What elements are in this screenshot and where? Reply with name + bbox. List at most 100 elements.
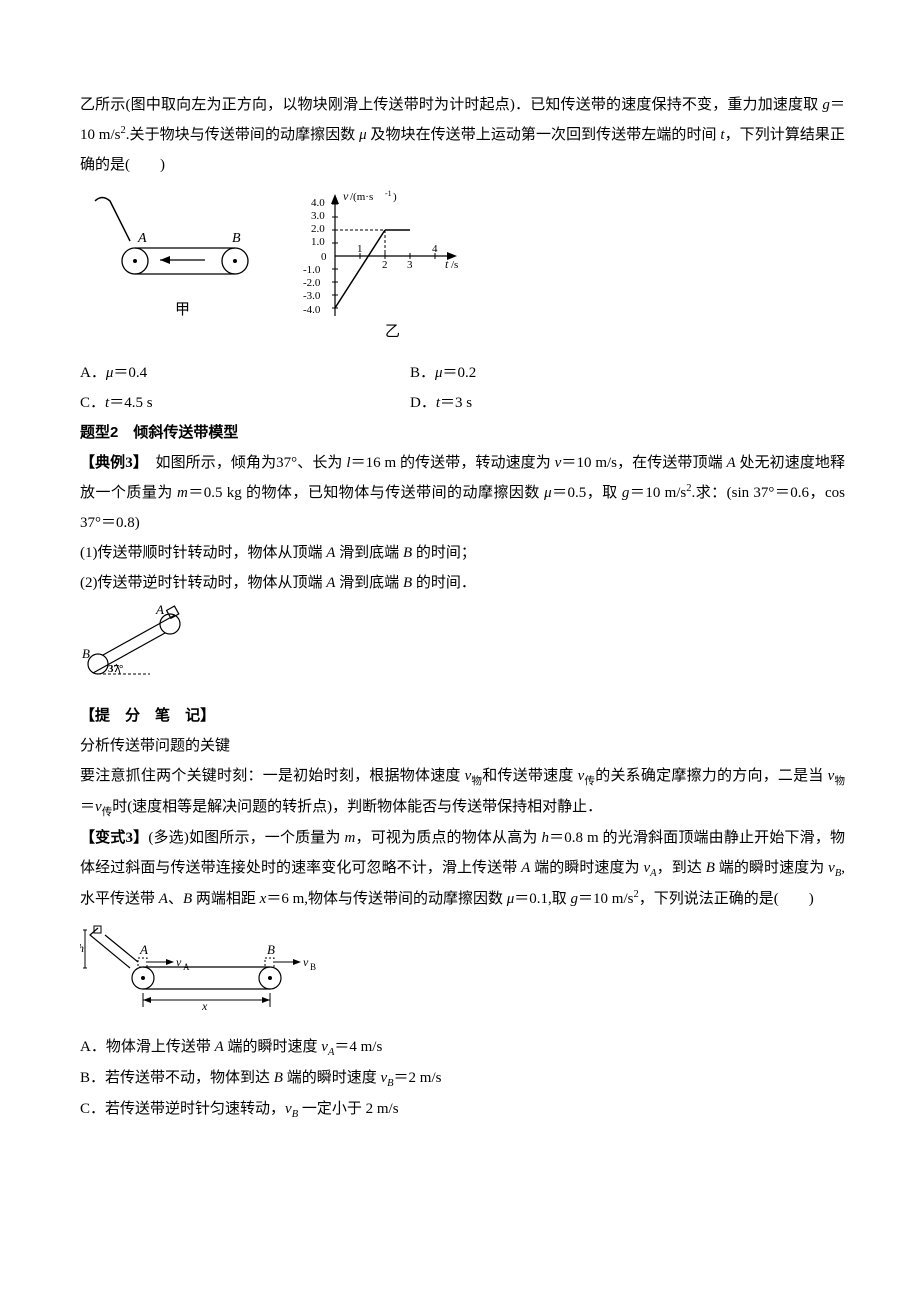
var3-p: 【变式3】(多选)如图所示，一个质量为 m，可视为质点的物体从高为 h＝0.8 … bbox=[80, 823, 845, 914]
o2c2: v bbox=[285, 1101, 292, 1117]
svg-text:-2.0: -2.0 bbox=[303, 277, 321, 289]
tifen-tag: 【提 分 笔 记】 bbox=[80, 701, 845, 731]
svg-text:3.0: 3.0 bbox=[311, 210, 325, 222]
tft2: 分 笔 bbox=[125, 708, 170, 724]
svg-text:B: B bbox=[232, 231, 241, 246]
svg-text:-1: -1 bbox=[385, 189, 392, 198]
diagram-yi: 4.0 3.0 2.0 1.0 0 -1.0 -2.0 -3.0 -4.0 1 … bbox=[285, 186, 475, 352]
e1: 如图所示，倾角为37°、长为 bbox=[140, 455, 346, 471]
tb7: 的关系确定摩擦力的方向，二是当 bbox=[595, 768, 827, 784]
v1: (多选)如图所示，一个质量为 bbox=[148, 830, 344, 846]
v23: g bbox=[571, 891, 579, 907]
q1d: B bbox=[403, 545, 412, 561]
section-title-2: 题型2 倾斜传送带模型 bbox=[80, 418, 845, 448]
o2a4: v bbox=[321, 1039, 328, 1055]
figure-horizontal: h A B vA vB x bbox=[80, 920, 845, 1026]
e3: ＝16 m 的传送带，转动速度为 bbox=[351, 455, 555, 471]
v20: ＝6 m,物体与传送带间的动摩擦因数 bbox=[266, 891, 506, 907]
v17: B bbox=[183, 891, 192, 907]
oA3: ＝0.4 bbox=[113, 365, 147, 381]
svg-text:B: B bbox=[310, 962, 316, 972]
figure-incline: 37° A B bbox=[80, 604, 845, 695]
oC1: C． bbox=[80, 395, 105, 411]
e13: ＝10 m/s bbox=[629, 485, 686, 501]
svg-text:h: h bbox=[80, 941, 84, 955]
oC3: ＝4.5 s bbox=[109, 395, 152, 411]
tb1: 要注意抓住两个关键时刻：一是初始时刻，根据物体速度 bbox=[80, 768, 465, 784]
svg-text:1.0: 1.0 bbox=[311, 236, 325, 248]
intro-paragraph: 乙所示(图中取向左为正方向，以物块刚滑上传送带时为计时起点)．已知传送带的速度保… bbox=[80, 90, 845, 180]
q2e: 的时间． bbox=[412, 575, 476, 591]
tifen-title: 分析传送带问题的关键 bbox=[80, 731, 845, 761]
e10: μ bbox=[544, 485, 552, 501]
v3tag: 【变式3】 bbox=[80, 830, 148, 846]
tft1: 【提 bbox=[80, 708, 110, 724]
o2b6: ＝2 m/s bbox=[394, 1070, 442, 1086]
oA1: A． bbox=[80, 365, 106, 381]
svg-text:甲: 甲 bbox=[175, 302, 190, 318]
v6: A bbox=[521, 860, 530, 876]
svg-text:4.0: 4.0 bbox=[311, 197, 325, 209]
svg-text:A: A bbox=[139, 942, 148, 957]
ex3-tag: 【典例3】 bbox=[80, 455, 140, 471]
q2a: (2)传送带逆时针转动时，物体从顶端 bbox=[80, 575, 326, 591]
svg-text:-1.0: -1.0 bbox=[303, 264, 321, 276]
e6: A bbox=[727, 455, 736, 471]
svg-text:B: B bbox=[82, 646, 90, 661]
o2c1: C．若传送带逆时针匀速转动， bbox=[80, 1101, 285, 1117]
oD1: D． bbox=[410, 395, 436, 411]
p1c: .关于物块与传送带间的动摩擦因数 bbox=[126, 127, 359, 143]
e5: ＝10 m/s，在传送带顶端 bbox=[561, 455, 726, 471]
opt2-A: A．物体滑上传送带 A 端的瞬时速度 vA＝4 m/s bbox=[80, 1032, 845, 1063]
e8: m bbox=[177, 485, 188, 501]
options-row-1: A．μ＝0.4 B．μ＝0.2 bbox=[80, 358, 845, 388]
v18: 两端相距 bbox=[192, 891, 260, 907]
v25: ，下列说法正确的是( ) bbox=[639, 891, 814, 907]
o2a3: 端的瞬时速度 bbox=[224, 1039, 322, 1055]
tb9: 物 bbox=[834, 776, 845, 787]
opt-B: B．μ＝0.2 bbox=[410, 358, 845, 388]
oB2: μ bbox=[435, 365, 443, 381]
sym-g: g bbox=[822, 97, 830, 113]
tifen-body: 要注意抓住两个关键时刻：一是初始时刻，根据物体速度 v物和传送带速度 v传的关系… bbox=[80, 761, 845, 823]
tb11: v bbox=[95, 799, 102, 815]
v3: ，可视为质点的物体从高为 bbox=[355, 830, 541, 846]
tb4: 和传送带速度 bbox=[482, 768, 577, 784]
svg-text:0: 0 bbox=[321, 251, 327, 263]
opt2-C: C．若传送带逆时针匀速转动，vB 一定小于 2 m/s bbox=[80, 1094, 845, 1125]
svg-text:v: v bbox=[176, 955, 182, 969]
svg-text:2: 2 bbox=[382, 259, 388, 271]
example3-p1: 【典例3】 如图所示，倾角为37°、长为 l＝16 m 的传送带，转动速度为 v… bbox=[80, 448, 845, 538]
q1c: 滑到底端 bbox=[335, 545, 403, 561]
tb3: 物 bbox=[471, 776, 482, 787]
svg-text:v: v bbox=[343, 189, 349, 203]
svg-text:3: 3 bbox=[407, 259, 413, 271]
tf1: 【提 分 笔 记】 bbox=[80, 708, 215, 724]
o2a2: A bbox=[215, 1039, 224, 1055]
svg-text:-3.0: -3.0 bbox=[303, 290, 321, 302]
q1e: 的时间； bbox=[412, 545, 476, 561]
svg-text:37°: 37° bbox=[108, 663, 123, 675]
svg-text:/s: /s bbox=[451, 259, 458, 271]
o2b3: 端的瞬时速度 bbox=[283, 1070, 381, 1086]
svg-text:): ) bbox=[393, 191, 397, 203]
v2: m bbox=[345, 830, 356, 846]
options-row-2: C．t＝4.5 s D．t＝3 s bbox=[80, 388, 845, 418]
v22: ＝0.1,取 bbox=[514, 891, 570, 907]
o2a1: A．物体滑上传送带 bbox=[80, 1039, 215, 1055]
v13: v bbox=[828, 860, 835, 876]
opt-C: C．t＝4.5 s bbox=[80, 388, 410, 418]
v24: ＝10 m/s bbox=[578, 891, 633, 907]
sym-mu1: μ bbox=[359, 127, 367, 143]
e11: ＝0.5，取 bbox=[552, 485, 622, 501]
svg-text:-4.0: -4.0 bbox=[303, 304, 321, 316]
opt-A: A．μ＝0.4 bbox=[80, 358, 410, 388]
q1a: (1)传送带顺时针转动时，物体从顶端 bbox=[80, 545, 326, 561]
tb6: 传 bbox=[584, 776, 595, 787]
e9: ＝0.5 kg 的物体，已知物体与传送带间的动摩擦因数 bbox=[188, 485, 544, 501]
figure-row-1: A B 甲 4.0 3.0 2.0 1.0 0 -1.0 -2.0 -3.0 -… bbox=[80, 186, 845, 352]
svg-text:A: A bbox=[137, 231, 147, 246]
p1d: 及物块在传送带上运动第一次回到传送带左端的时间 bbox=[367, 127, 721, 143]
v16: A bbox=[159, 891, 168, 907]
v4: h bbox=[541, 830, 549, 846]
